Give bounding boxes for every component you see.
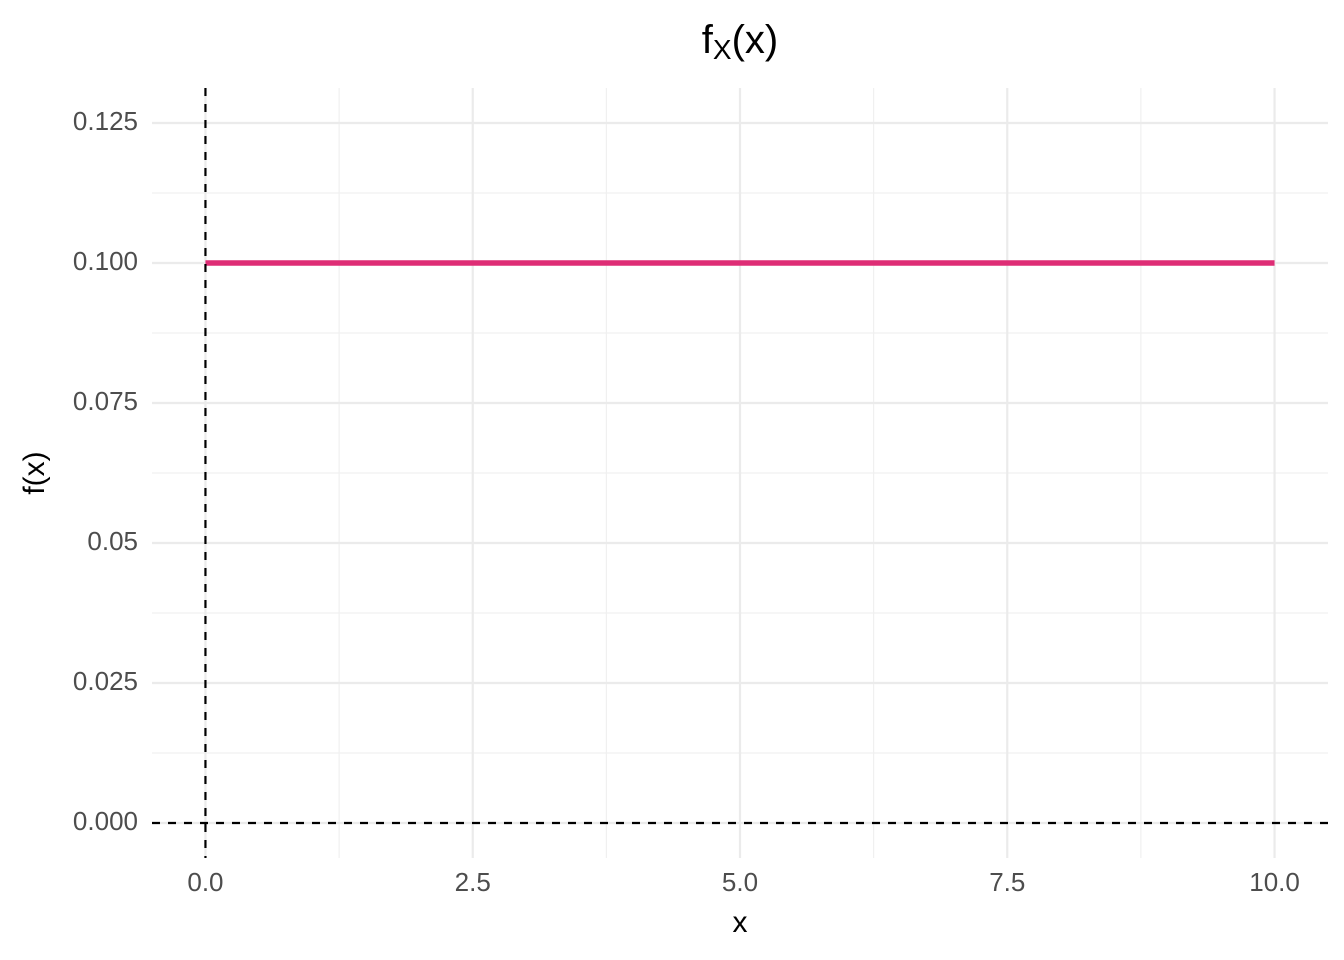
y-tick-label: 0.025 <box>73 666 138 696</box>
x-tick-label: 2.5 <box>455 867 491 897</box>
y-tick-label: 0.000 <box>73 806 138 836</box>
grid <box>152 88 1328 858</box>
title-base: f <box>702 18 714 62</box>
y-tick-label: 0.125 <box>73 106 138 136</box>
x-tick-label: 7.5 <box>989 867 1025 897</box>
x-tick-label: 0.0 <box>187 867 223 897</box>
y-tick-label: 0.100 <box>73 246 138 276</box>
y-tick-label: 0.075 <box>73 386 138 416</box>
x-tick-label: 5.0 <box>722 867 758 897</box>
title-rest: (x) <box>732 18 779 62</box>
y-tick-label: 0.05 <box>87 526 138 556</box>
x-axis-title: x <box>733 906 748 939</box>
x-tick-label: 10.0 <box>1249 867 1300 897</box>
title-subscript: X <box>713 34 732 65</box>
y-axis-title: f(x) <box>18 451 51 494</box>
chart-title: fX(x) <box>702 18 778 66</box>
